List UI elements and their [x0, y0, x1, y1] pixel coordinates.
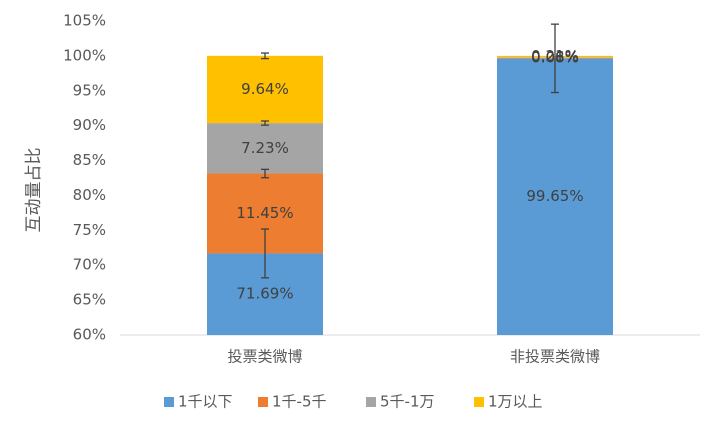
legend-swatch [164, 397, 174, 407]
x-tick-label: 投票类微博 [227, 348, 302, 366]
x-tick-label: 非投票类微博 [510, 348, 600, 366]
legend-swatch [366, 397, 376, 407]
data-label: 9.64% [241, 80, 289, 98]
y-axis-label: 互动量占比 [24, 148, 44, 233]
data-label: 7.23% [241, 139, 289, 157]
legend-swatch [258, 397, 268, 407]
y-tick-label: 100% [63, 46, 106, 64]
y-tick-label: 70% [73, 256, 106, 274]
legend-label: 5千-1万 [380, 393, 435, 411]
data-label: 11.45% [236, 204, 293, 222]
y-tick-label: 85% [73, 151, 106, 169]
legend-label: 1万以上 [488, 393, 543, 411]
legend-swatch [474, 397, 484, 407]
y-tick-label: 90% [73, 116, 106, 134]
y-tick-label: 65% [73, 291, 106, 309]
legend-label: 1千以下 [178, 393, 233, 411]
y-tick-label: 95% [73, 81, 106, 99]
y-tick-label: 60% [73, 326, 106, 344]
y-tick-label: 80% [73, 186, 106, 204]
y-tick-label: 75% [73, 221, 106, 239]
legend-label: 1千-5千 [272, 393, 327, 411]
data-label: 99.65% [526, 187, 583, 205]
y-tick-label: 105% [63, 12, 106, 30]
data-label: 71.69% [236, 285, 293, 303]
